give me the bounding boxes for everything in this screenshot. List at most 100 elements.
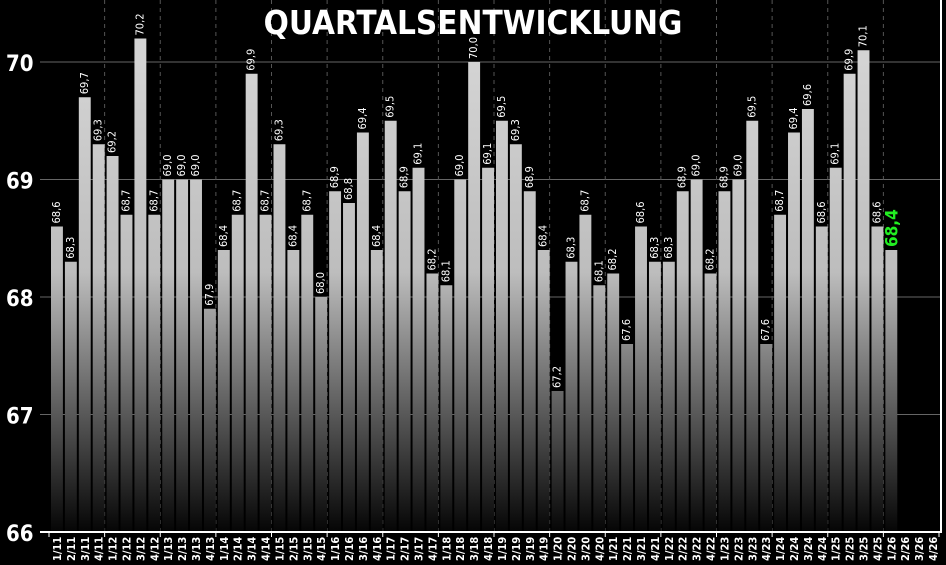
bar [829,167,842,532]
data-label: 68,4 [882,209,902,247]
x-tick-label: 3/24 [802,537,815,561]
y-tick-label: 70 [6,52,34,77]
x-tick-label: 4/15 [315,537,328,561]
x-tick-label: 4/12 [148,537,161,561]
x-tick-label: 2/22 [677,537,690,561]
bar [788,132,800,532]
bar [871,226,884,532]
bar [662,261,675,532]
data-label: 68,7 [119,190,132,212]
data-label: 69,1 [829,143,842,165]
x-tick-label: 3/26 [913,537,926,561]
data-label: 68,7 [147,190,160,212]
x-tick-label: 3/17 [413,537,426,561]
x-tick-label: 1/13 [162,537,175,561]
data-label: 68,9 [328,166,341,188]
bar [843,73,856,532]
x-tick-label: 2/26 [899,537,912,561]
x-tick-label: 1/22 [663,537,676,561]
bar [718,191,731,532]
bar [315,297,328,532]
data-label: 69,5 [495,96,508,118]
data-label: 68,0 [314,272,327,294]
data-label: 69,4 [787,107,800,129]
x-tick-label: 1/11 [51,537,64,561]
data-label: 69,7 [78,72,91,94]
x-tick-label: 1/21 [607,537,620,561]
x-tick-label: 3/16 [357,537,370,561]
bar [343,203,355,532]
x-tick-label: 4/16 [371,537,384,561]
x-tick-label: 1/23 [718,537,731,561]
x-tick-label: 4/11 [93,537,106,561]
bar [690,179,703,532]
y-tick-label: 66 [6,522,34,547]
x-tick-label: 4/24 [816,537,829,561]
x-tick-label: 2/15 [287,537,300,561]
data-label: 69,5 [745,96,758,118]
x-tick-label: 4/21 [649,537,662,561]
bar [551,391,564,532]
bar [440,285,453,532]
x-tick-label: 3/25 [858,537,871,561]
bar [245,73,258,532]
x-tick-label: 2/19 [510,537,523,561]
bar [259,214,272,532]
x-tick-label: 1/17 [385,537,398,561]
data-label: 68,2 [606,248,619,270]
data-label: 68,3 [564,237,577,259]
data-label: 68,7 [300,190,313,212]
x-tick-label: 4/18 [482,537,495,561]
data-label: 68,9 [676,166,689,188]
x-tick-label: 2/23 [732,537,745,561]
x-tick-label: 3/13 [190,537,203,561]
x-tick-label: 3/22 [691,537,704,561]
x-tick-label: 2/18 [454,537,467,561]
x-tick-label: 1/14 [218,537,231,561]
data-label: 68,4 [537,225,550,247]
bar [509,144,522,532]
bar [356,132,369,532]
y-tick-label: 68 [6,287,34,312]
x-tick-label: 3/21 [635,537,648,561]
data-label: 68,4 [217,225,230,247]
bar [231,214,244,532]
data-label: 69,0 [690,154,703,176]
data-label: 68,2 [704,248,717,270]
x-tick-label: 1/16 [329,537,342,561]
bar [676,191,689,532]
bar [801,109,814,532]
bar [176,179,189,532]
data-label: 68,3 [662,237,675,259]
bar [398,191,411,532]
data-label: 67,6 [620,319,633,341]
bar [704,273,717,532]
data-label: 69,6 [801,84,814,106]
x-tick-label: 3/12 [134,537,147,561]
data-label: 69,3 [272,119,285,141]
bar [579,214,592,532]
data-label: 68,3 [64,237,77,259]
data-label: 69,3 [509,119,522,141]
bar [64,261,77,532]
chart-title: QUARTALSENTWICKLUNG [264,3,683,42]
x-tick-label: 3/19 [524,537,537,561]
bar [106,156,119,532]
bar [190,179,202,532]
bar [426,273,439,532]
x-tick-label: 1/12 [107,537,120,561]
bar [287,250,300,532]
x-tick-label: 1/26 [885,537,898,561]
bar [468,62,481,532]
bar [273,144,286,532]
data-label: 69,0 [161,154,174,176]
x-tick-label: 3/18 [468,537,481,561]
bar [496,120,508,532]
data-label: 67,6 [759,319,772,341]
x-tick-label: 4/22 [705,537,718,561]
bar [885,250,898,532]
data-label: 68,4 [370,225,383,247]
x-tick-label: 3/23 [746,537,759,561]
data-label: 69,9 [245,49,258,71]
